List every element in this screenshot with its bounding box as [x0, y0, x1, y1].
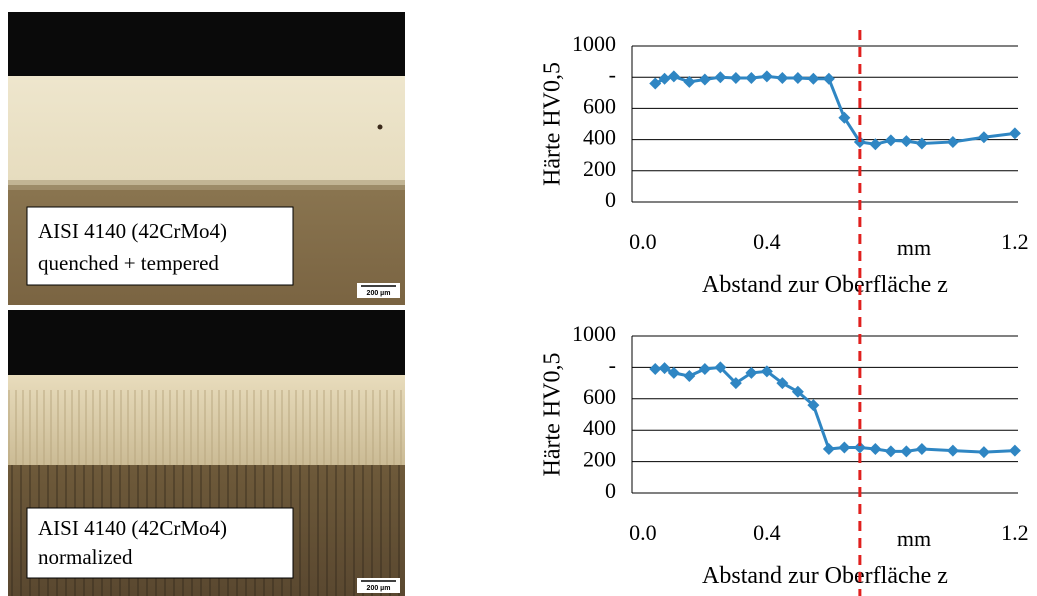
label: AISI 4140 (42CrMo4) [38, 516, 227, 540]
scale-label: 200 µm [367, 290, 391, 297]
label: quenched + tempered [38, 251, 219, 275]
marker [658, 362, 671, 375]
marker [698, 73, 711, 86]
marker [915, 137, 928, 150]
marker [667, 366, 680, 379]
y-tick-label: 600 [583, 384, 616, 409]
y-tick-label: 0 [605, 478, 616, 503]
marker [649, 77, 662, 90]
marker [853, 441, 866, 454]
marker [822, 72, 835, 85]
marker [946, 135, 959, 148]
marker [683, 370, 696, 383]
y-tick-label: 200 [583, 447, 616, 472]
y-tick-label: 0 [605, 187, 616, 212]
mount [8, 310, 405, 375]
marker [745, 366, 758, 379]
marker [1008, 444, 1021, 457]
marker [729, 71, 742, 84]
marker [714, 71, 727, 84]
x-tick-label: 0.0 [629, 229, 657, 254]
marker [900, 445, 913, 458]
series-line [655, 365, 1015, 454]
chart: 0 200 400 600 - 1000 0.0 0.4 mm 1.2 Abstand zur Ob… [540, 300, 1029, 596]
marker [977, 446, 990, 459]
chart: 0 200 400 600 - 1000 0.0 0.4 mm 1.2 Abstand zur Ob… [540, 30, 1029, 300]
marker [776, 71, 789, 84]
y-tick-label: - [609, 62, 616, 87]
marker [807, 399, 820, 412]
series-line [654, 74, 1016, 146]
pore [377, 124, 383, 130]
y-axis-label: Härte HV0,5 [540, 353, 566, 477]
x-tick-label: 1.2 [1001, 520, 1029, 545]
label-box [26, 507, 294, 579]
y-tick-label: 1000 [572, 321, 616, 346]
marker [791, 385, 804, 398]
y-tick-label: 1000 [572, 31, 616, 56]
x-tick-label: 0.4 [753, 229, 781, 254]
y-axis-label: Härte HV0,5 [540, 62, 566, 186]
marker [915, 443, 928, 456]
marker [869, 443, 882, 456]
marker [884, 445, 897, 458]
marker [760, 70, 773, 83]
mount [8, 12, 405, 76]
y-tick-label: 400 [583, 125, 616, 150]
marker [683, 75, 696, 88]
x-tick-label: mm [897, 526, 931, 551]
label: normalized [38, 545, 133, 569]
marker [714, 361, 727, 374]
marker [698, 362, 711, 375]
marker [977, 131, 990, 144]
interface [8, 180, 405, 190]
marker [745, 71, 758, 84]
marker [776, 377, 789, 390]
x-axis-label: Abstand zur Oberfläche z [702, 272, 948, 298]
marker [667, 70, 680, 83]
marker [807, 72, 820, 85]
label: AISI 4140 (42CrMo4) [38, 219, 227, 243]
label-box [26, 206, 294, 286]
marker [658, 72, 671, 85]
marker [884, 134, 897, 147]
marker [791, 71, 804, 84]
x-tick-label: 1.2 [1001, 229, 1029, 254]
scale-label: 200 µm [367, 585, 391, 592]
y-tick-label: 400 [583, 415, 616, 440]
y-tick-label: - [609, 352, 616, 377]
micrograph: AISI 4140 (42CrMo4) normalized 200 µm [8, 310, 405, 596]
marker [1008, 127, 1021, 140]
y-tick-label: 200 [583, 156, 616, 181]
marker [729, 377, 742, 390]
marker [838, 441, 851, 454]
micrograph: AISI 4140 (42CrMo4) quenched + tempered … [8, 12, 405, 305]
marker [900, 135, 913, 148]
marker [649, 362, 662, 375]
x-tick-label: mm [897, 235, 931, 260]
marker [946, 444, 959, 457]
marker [838, 111, 851, 124]
marker [869, 138, 882, 151]
layer [8, 76, 405, 185]
marker [760, 365, 773, 378]
y-tick-label: 600 [583, 93, 616, 118]
texture [8, 390, 405, 465]
x-axis-label: Abstand zur Oberfläche z [702, 563, 948, 589]
x-tick-label: 0.0 [629, 520, 657, 545]
marker [822, 443, 835, 456]
x-tick-label: 0.4 [753, 520, 781, 545]
